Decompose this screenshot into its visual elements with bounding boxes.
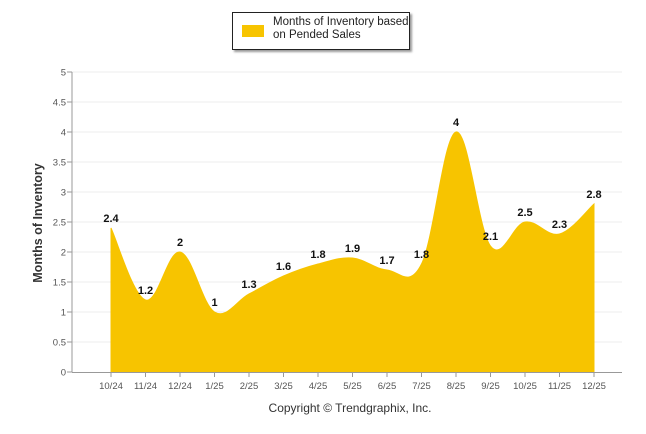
x-tick-label: 5/25 — [343, 381, 362, 392]
legend[interactable]: Months of Inventory based on Pended Sale… — [232, 12, 410, 50]
x-tick-label: 10/24 — [99, 381, 123, 392]
y-axis-title: Months of Inventory — [31, 163, 45, 283]
x-tick-label: 2/25 — [240, 381, 259, 392]
x-tick-label: 3/25 — [274, 381, 293, 392]
y-tick-label: 5 — [61, 68, 66, 79]
x-tick-label: 10/25 — [513, 381, 537, 392]
data-label: 4 — [453, 117, 460, 129]
data-label: 1.7 — [379, 255, 394, 267]
data-label: 2.5 — [517, 207, 532, 219]
x-tick-label: 6/25 — [378, 381, 397, 392]
y-tick-label: 1.5 — [53, 278, 66, 289]
data-label: 1.8 — [414, 249, 429, 261]
y-tick-label: 4.5 — [53, 98, 66, 109]
y-tick-label: 1 — [61, 308, 66, 319]
x-tick-label: 11/25 — [548, 381, 571, 392]
y-tick-label: 2.5 — [53, 218, 66, 229]
data-label: 2.4 — [103, 213, 119, 225]
x-tick-label: 8/25 — [447, 381, 466, 392]
data-label: 2.1 — [483, 231, 498, 243]
legend-label-line1: Months of Inventory based — [273, 16, 409, 28]
x-tick-label: 11/24 — [134, 381, 157, 392]
y-tick-label: 4 — [61, 128, 66, 139]
legend-label-line2: on Pended Sales — [273, 29, 361, 41]
x-tick-label: 1/25 — [205, 381, 224, 392]
y-tick-label: 2 — [61, 248, 66, 259]
data-label: 1 — [211, 297, 217, 309]
x-tick-label: 7/25 — [412, 381, 431, 392]
area-series — [110, 131, 595, 373]
x-tick-label: 12/25 — [582, 381, 606, 392]
data-label: 1.2 — [138, 285, 153, 297]
data-label: 1.9 — [345, 243, 360, 255]
data-label: 2.3 — [552, 219, 567, 231]
y-tick-label: 3 — [61, 188, 66, 199]
data-label: 2.8 — [586, 189, 601, 201]
y-tick-label: 3.5 — [53, 158, 66, 169]
data-label: 2 — [177, 237, 183, 249]
x-tick-label: 4/25 — [309, 381, 328, 392]
y-tick-label: 0 — [61, 368, 66, 379]
x-axis: 10/24 11/24 12/24 1/25 2/25 3/25 4/25 5/25 6/25 7… — [72, 372, 622, 392]
copyright-text: Copyright © Trendgraphix, Inc. — [268, 401, 432, 415]
legend-label: Months of Inventory based on Pended Sale… — [273, 16, 409, 42]
data-label: 1.6 — [276, 261, 291, 273]
data-label: 1.3 — [241, 279, 256, 291]
y-axis: 0 0.5 1 1.5 2 2.5 3 3.5 4 4.5 5 — [53, 68, 73, 379]
legend-swatch — [242, 25, 264, 37]
x-tick-label: 9/25 — [481, 381, 500, 392]
data-label: 1.8 — [310, 249, 325, 261]
y-tick-label: 0.5 — [53, 338, 66, 349]
x-tick-label: 12/24 — [168, 381, 192, 392]
data-labels: 2.4 1.2 2 1 1.3 1.6 1.8 1.9 1.7 1.8 4 2.1 2.5 2.3 2.8 — [103, 117, 601, 309]
series-area — [110, 131, 595, 373]
